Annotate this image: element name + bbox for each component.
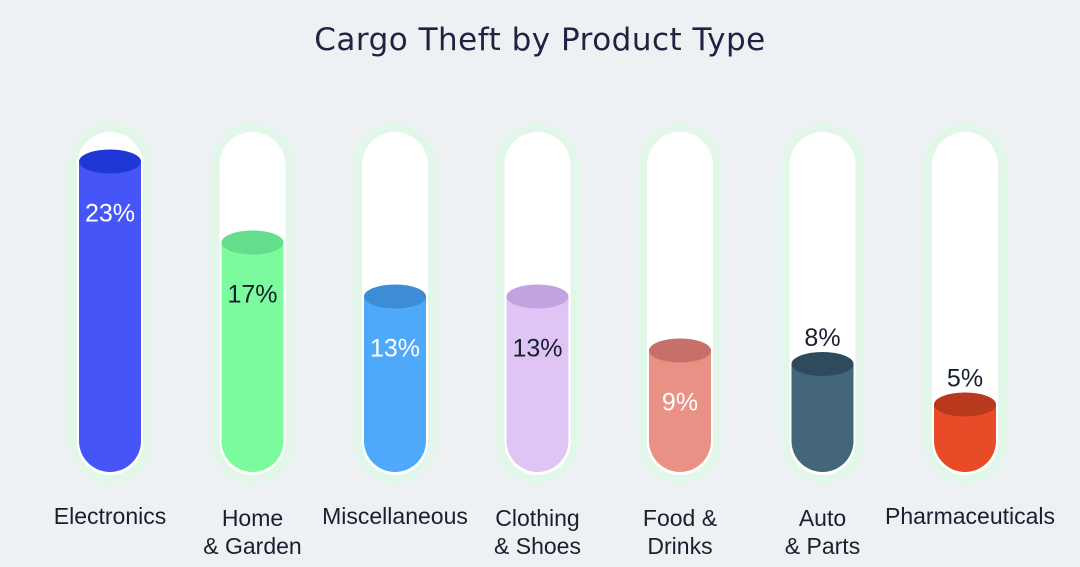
category-label-electronics: Electronics [30, 502, 190, 530]
category-label-line: Miscellaneous [322, 503, 468, 529]
category-label-food-drinks: Food & Drinks [600, 504, 760, 560]
category-label-line: Pharmaceuticals [885, 503, 1056, 529]
category-label-miscellaneous: Miscellaneous [315, 502, 475, 530]
bar-clothing-shoes [506, 284, 569, 472]
bar-body-clothing-shoes [506, 296, 569, 472]
category-label-clothing-shoes: Clothing & Shoes [458, 504, 618, 560]
bar-body-home-garden [221, 242, 284, 472]
chart-title: Cargo Theft by Product Type [314, 22, 766, 58]
bar-top-miscellaneous [364, 284, 426, 309]
category-label-home-garden: Home & Garden [173, 504, 333, 560]
value-label-clothing-shoes: 13% [512, 335, 562, 363]
category-label-pharmaceuticals: Pharmaceuticals [885, 502, 1056, 530]
value-label-home-garden: 17% [227, 281, 277, 309]
bar-miscellaneous [364, 284, 426, 472]
category-label-line: & Garden [203, 533, 302, 559]
category-label-line: Auto [798, 505, 847, 531]
value-label-electronics: 23% [85, 200, 135, 228]
bar-body-miscellaneous [364, 296, 426, 472]
bar-electronics [79, 149, 141, 472]
bar-top-auto-parts [791, 352, 854, 376]
bar-body-pharmaceuticals [934, 404, 996, 472]
category-label-line: Clothing [495, 505, 580, 531]
bar-body-food-drinks [649, 350, 711, 472]
bar-top-pharmaceuticals [934, 392, 996, 417]
category-label-line: Home [221, 505, 284, 531]
bar-top-clothing-shoes [506, 284, 569, 309]
category-label-line: Drinks [647, 533, 713, 559]
bar-top-electronics [79, 149, 141, 174]
value-label-pharmaceuticals: 5% [947, 365, 983, 393]
category-label-line: & Parts [784, 533, 861, 559]
bar-top-home-garden [221, 230, 284, 255]
bar-top-food-drinks [649, 338, 711, 363]
category-label-auto-parts: Auto & Parts [743, 504, 903, 560]
value-label-miscellaneous: 13% [370, 335, 420, 363]
category-label-line: & Shoes [494, 533, 581, 559]
value-label-auto-parts: 8% [804, 324, 840, 352]
category-label-line: Food & [642, 505, 718, 531]
tube-pharmaceuticals [932, 132, 998, 475]
bar-body-electronics [79, 161, 141, 472]
category-label-line: Electronics [53, 503, 167, 529]
bar-home-garden [221, 230, 284, 472]
value-label-food-drinks: 9% [662, 389, 698, 417]
bar-body-auto-parts [791, 364, 854, 472]
bar-auto-parts [791, 352, 854, 472]
bar-food-drinks [649, 338, 711, 472]
bar-pharmaceuticals [934, 392, 996, 472]
